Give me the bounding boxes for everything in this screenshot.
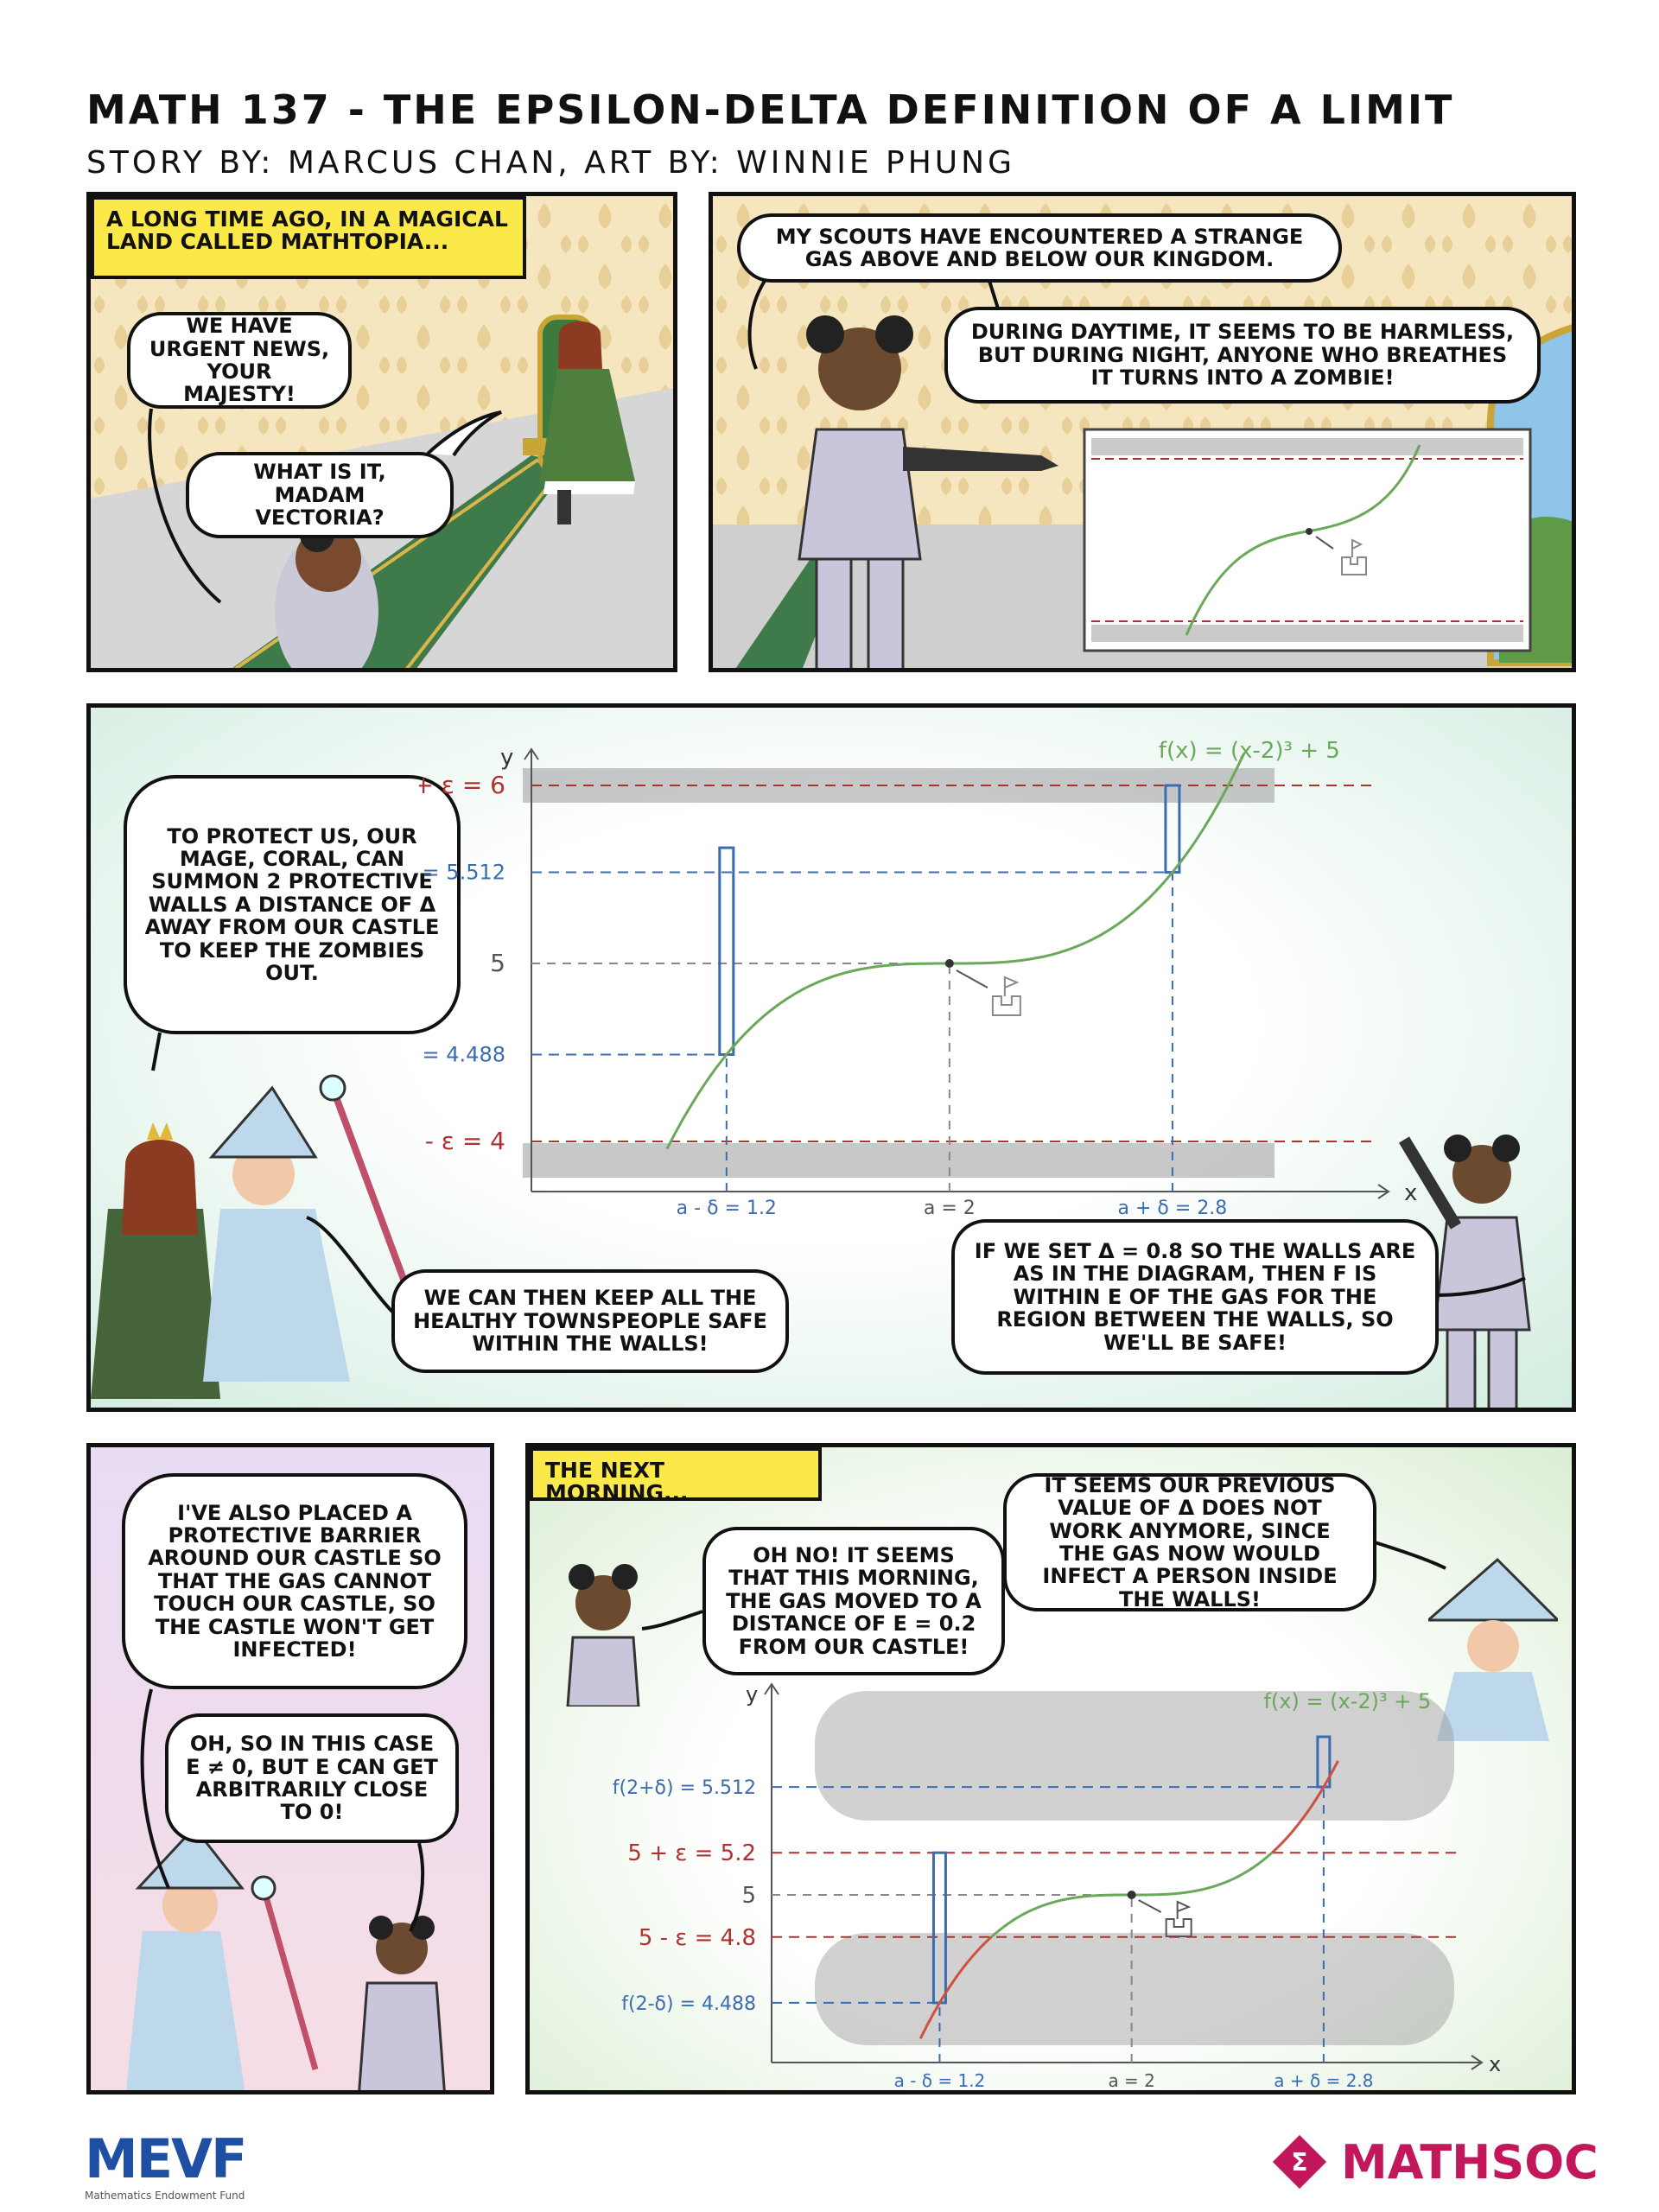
- mage-and-knight-characters: [126, 1825, 446, 2090]
- knight-worried-character: [566, 1564, 640, 1707]
- f-plus-delta-label: f(2+δ) = 5.512: [419, 861, 505, 885]
- a-plus-delta-label: a + δ = 2.8: [1118, 1198, 1228, 1217]
- x-axis-label: x: [1404, 1180, 1417, 1206]
- panel-3-bubble-keep-safe: WE CAN THEN KEEP ALL THE HEALTHY TOWNSPE…: [391, 1269, 789, 1373]
- panel-1-bubble-tails: [148, 408, 502, 604]
- f-minus-delta-label: f(2-δ) = 4.488: [419, 1042, 505, 1066]
- mevf-logo: MEVF Mathematics Endowment Fund: [85, 2127, 247, 2202]
- page-title: MATH 137 - THE EPSILON-DELTA DEFINITION …: [86, 86, 1455, 133]
- panel-3-bubble-mage-walls: TO PROTECT US, OUR MAGE, CORAL, CAN SUMM…: [124, 775, 461, 1034]
- lower-gas-cloud: [523, 1143, 1274, 1178]
- function-curve: [665, 753, 1245, 1150]
- knight-pointing-character: [1398, 1135, 1531, 1408]
- panel-4-bubble-epsilon: OH, SO IN THIS CASE ε ≠ 0, BUT ε CAN GET…: [165, 1713, 459, 1843]
- a-plus-delta-label: a + δ = 2.8: [1274, 2070, 1373, 2091]
- panel-2-mini-graph: [1083, 428, 1532, 652]
- a-label: a = 2: [924, 1198, 976, 1217]
- panel-4-castle-barrier: I'VE ALSO PLACED A PROTECTIVE BARRIER AR…: [86, 1443, 494, 2094]
- queen-and-mage-characters: [91, 1074, 423, 1399]
- function-curve-outside-upper: [1271, 1760, 1339, 1854]
- panel-1-bubble-queen: WHAT IS IT, MADAM VECTORIA?: [186, 452, 454, 538]
- panel-1-throne-room: A LONG TIME AGO, IN A MAGICAL LAND CALLE…: [86, 192, 677, 672]
- panel-1-bubble-knight: WE HAVE URGENT NEWS, YOUR MAJESTY!: [127, 312, 352, 409]
- panel-5-limit-graph: x y f(2+δ) = 5.512 5 + ε = 5.2 5 5 - ε = 4.…: [613, 1682, 1501, 2091]
- y-axis-label: y: [746, 1682, 758, 1707]
- mathsoc-logo: Σ MATHSOC: [1268, 2131, 1599, 2193]
- limit-point: [1127, 1891, 1136, 1899]
- mathsoc-logo-text: MATHSOC: [1341, 2134, 1599, 2190]
- panel-5-bubble-delta-fails: IT SEEMS OUR PREVIOUS VALUE OF δ DOES NO…: [1003, 1473, 1376, 1611]
- limit-value-label: 5: [741, 1883, 756, 1909]
- panel-4-bubble-barrier: I'VE ALSO PLACED A PROTECTIVE BARRIER AR…: [122, 1473, 467, 1689]
- upper-gas-cloud: [815, 1691, 1454, 1821]
- panel-3-bubble-tails: [151, 1032, 1526, 1314]
- mage-worried-character: [1428, 1557, 1558, 1741]
- upper-epsilon-label: 5 + ε = 6: [419, 771, 505, 799]
- mevf-logo-subtitle: Mathematics Endowment Fund: [85, 2190, 245, 2202]
- castle-icon: [991, 976, 1021, 1016]
- a-label: a = 2: [1108, 2070, 1154, 2091]
- castle-arrow: [956, 969, 988, 988]
- panel-5-next-morning: THE NEXT MORNING... OH NO! IT SEEMS THAT…: [525, 1443, 1576, 2094]
- svg-text:Σ: Σ: [1291, 2148, 1307, 2177]
- panel-2-bubble-tails: [747, 279, 1000, 370]
- panel-3-limit-graph: x y 5 + ε = 6 f(2+δ) = 5.512 5 f(2-δ) = 4.4…: [419, 738, 1417, 1217]
- mevf-logo-text: MEVF: [85, 2127, 247, 2190]
- panel-5-bubble-tails: [641, 1541, 1446, 1630]
- f-plus-delta-label: f(2+δ) = 5.512: [613, 1777, 756, 1799]
- lower-epsilon-label: 5 - ε = 4: [419, 1127, 505, 1155]
- panel-3-bubble-set-delta: IF WE SET δ = 0.8 SO THE WALLS ARE AS IN…: [951, 1219, 1439, 1375]
- lower-epsilon-label: 5 - ε = 4.8: [639, 1925, 756, 1951]
- left-wall: [718, 846, 735, 1056]
- upper-epsilon-label: 5 + ε = 5.2: [627, 1840, 756, 1866]
- function-curve-outside-lower: [918, 1936, 993, 2039]
- panel-1-caption: A LONG TIME AGO, IN A MAGICAL LAND CALLE…: [91, 196, 526, 279]
- panel-3-protective-walls: TO PROTECT US, OUR MAGE, CORAL, CAN SUMM…: [86, 703, 1576, 1412]
- lower-gas-cloud: [815, 1933, 1454, 2045]
- castle-arrow: [1138, 1899, 1162, 1913]
- page-credits: STORY BY: MARCUS CHAN, ART BY: WINNIE PH…: [86, 145, 1015, 181]
- limit-value-label: 5: [490, 949, 505, 977]
- panel-2-scout-report: MY SCOUTS HAVE ENCOUNTERED A STRANGE GAS…: [709, 192, 1576, 672]
- panel-5-bubble-gas-moved: OH NO! IT SEEMS THAT THIS MORNING, THE G…: [702, 1527, 1005, 1675]
- a-minus-delta-label: a - δ = 1.2: [894, 2070, 986, 2091]
- panel-5-caption: THE NEXT MORNING...: [530, 1447, 822, 1504]
- panel-2-bubble-scouts: MY SCOUTS HAVE ENCOUNTERED A STRANGE GAS…: [737, 213, 1342, 283]
- function-label: f(x) = (x-2)³ + 5: [1263, 1689, 1431, 1713]
- panel-2-bubble-daytime: DURING DAYTIME, IT SEEMS TO BE HARMLESS,…: [944, 307, 1541, 404]
- y-axis-label: y: [500, 745, 513, 771]
- x-axis-label: x: [1489, 2052, 1501, 2076]
- mathsoc-diamond-icon: Σ: [1272, 2134, 1327, 2190]
- panel-4-bubble-tails: [140, 1688, 425, 1932]
- f-minus-delta-label: f(2-δ) = 4.488: [621, 1993, 756, 2015]
- limit-point: [944, 959, 954, 968]
- function-label: f(x) = (x-2)³ + 5: [1159, 738, 1340, 764]
- castle-icon: [1165, 1900, 1192, 1937]
- a-minus-delta-label: a - δ = 1.2: [677, 1198, 777, 1217]
